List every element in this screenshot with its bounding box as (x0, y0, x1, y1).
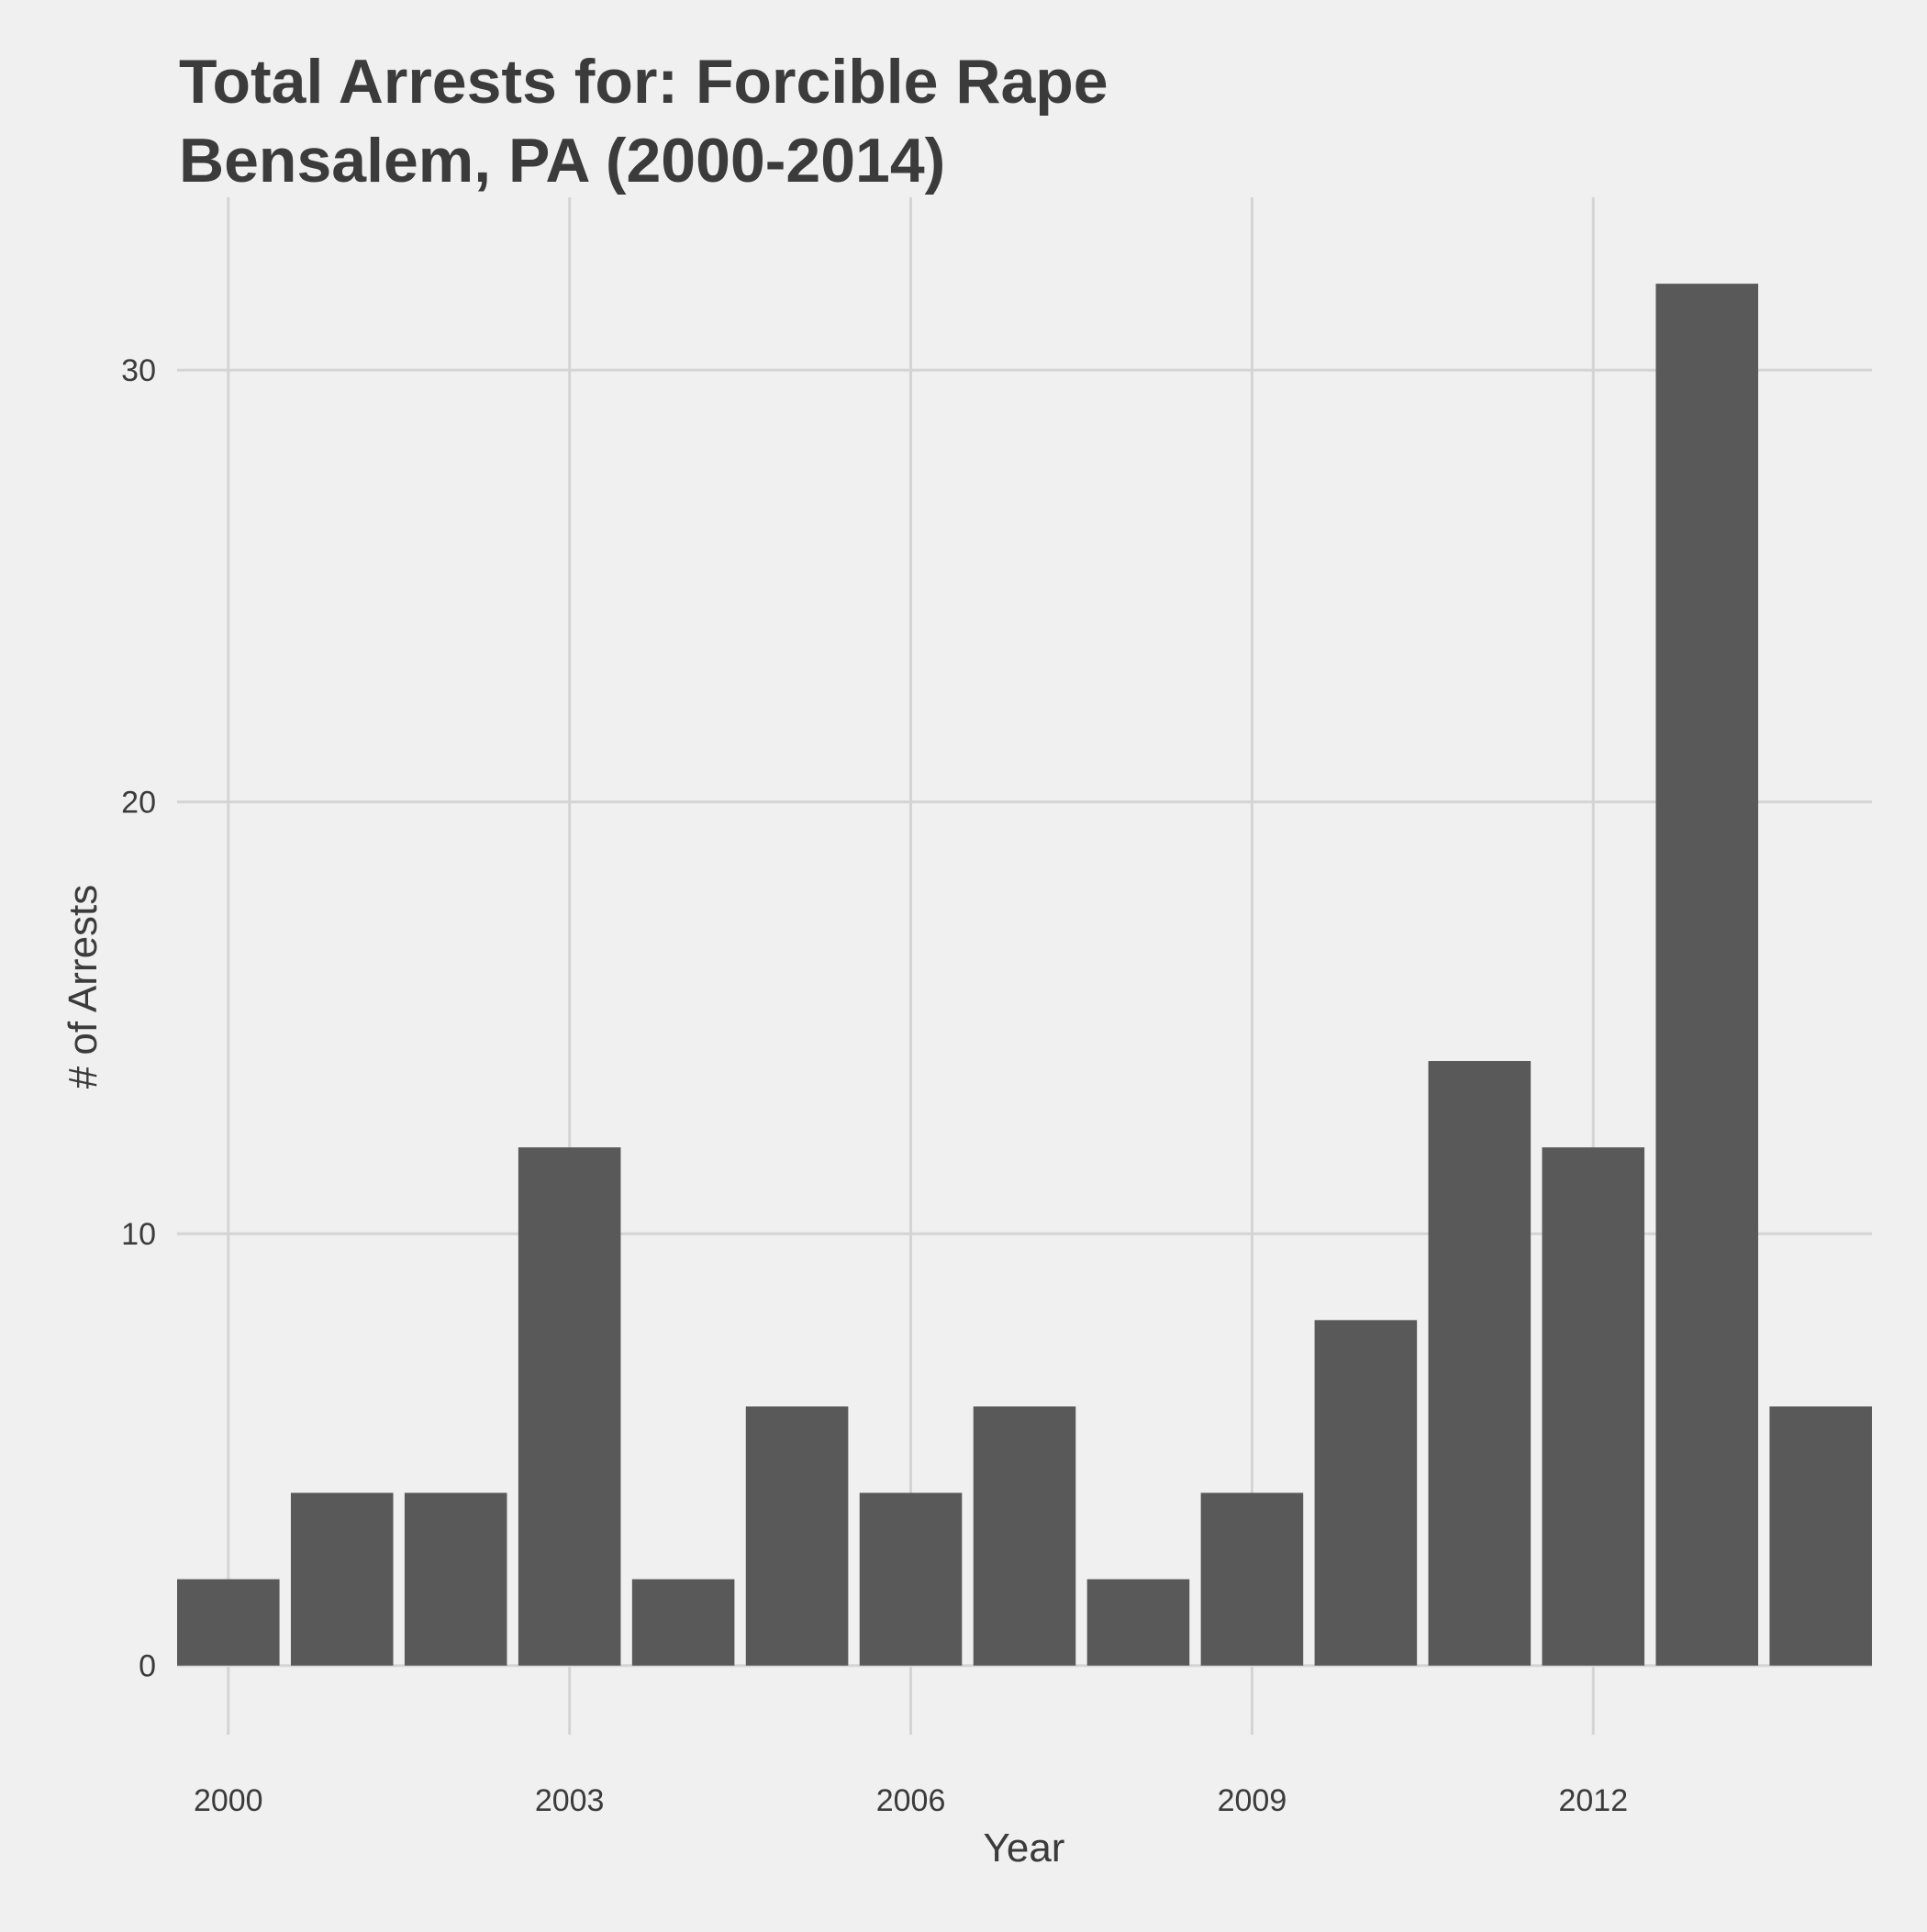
y-axis-ticks: 0 10 20 30 (121, 353, 156, 1684)
y-axis-title: # of Arrests (61, 885, 106, 1089)
x-tick-label: 2006 (876, 1783, 946, 1818)
x-tick-label: 2009 (1218, 1783, 1287, 1818)
y-tick-label: 30 (121, 353, 156, 388)
y-tick-label: 0 (139, 1649, 156, 1684)
bar-2000 (177, 1579, 280, 1666)
bar-2012 (1542, 1147, 1645, 1666)
x-axis-title: Year (984, 1826, 1065, 1871)
bar-2008 (1086, 1579, 1190, 1666)
bar-2013 (1655, 284, 1759, 1666)
x-tick-label: 2003 (535, 1783, 605, 1818)
bar-2004 (631, 1579, 735, 1666)
x-axis-ticks: 2000 2003 2006 2009 2012 (194, 1783, 1628, 1818)
chart-title-line-1: Total Arrests for: Forcible Rape (179, 47, 1108, 117)
bar-2007 (973, 1406, 1076, 1666)
bar-2003 (518, 1147, 621, 1666)
bar-2006 (859, 1492, 963, 1666)
bar-2014 (1769, 1406, 1872, 1666)
bar-2010 (1314, 1320, 1418, 1666)
bar-2002 (404, 1492, 507, 1666)
bar-2001 (290, 1492, 394, 1666)
chart-title-line-2: Bensalem, PA (2000-2014) (179, 126, 945, 195)
bar-2009 (1200, 1492, 1304, 1666)
bar-2005 (745, 1406, 849, 1666)
bars (177, 284, 1872, 1666)
bar-2011 (1428, 1061, 1532, 1666)
y-tick-label: 10 (121, 1217, 156, 1252)
x-tick-label: 2012 (1558, 1783, 1628, 1818)
y-tick-label: 20 (121, 786, 156, 821)
chart-title: Total Arrests for: Forcible Rape Bensale… (179, 47, 1108, 195)
x-tick-label: 2000 (194, 1783, 263, 1818)
